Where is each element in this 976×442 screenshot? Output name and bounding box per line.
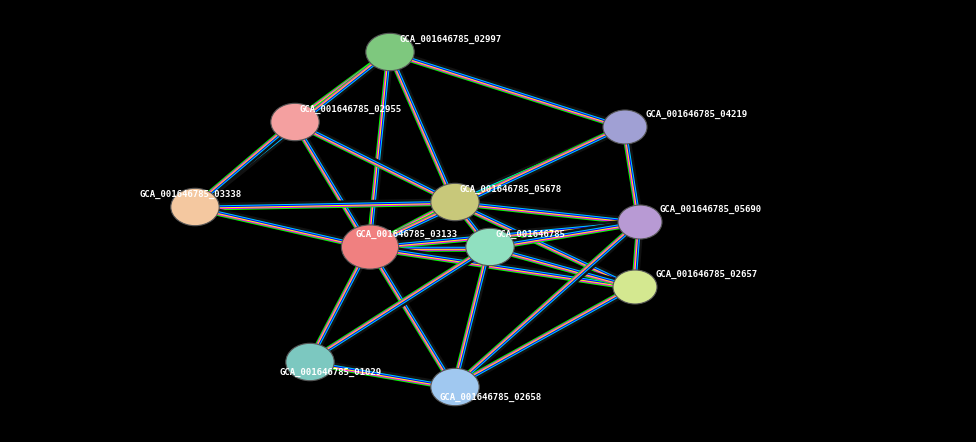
Ellipse shape	[430, 183, 479, 221]
Text: GCA_001646785_02658: GCA_001646785_02658	[440, 393, 542, 402]
Text: GCA_001646785_01029: GCA_001646785_01029	[280, 368, 383, 377]
Ellipse shape	[366, 33, 414, 71]
Text: GCA_001646785_04219: GCA_001646785_04219	[645, 110, 747, 119]
Ellipse shape	[270, 103, 319, 141]
Ellipse shape	[430, 368, 479, 406]
Ellipse shape	[286, 343, 334, 381]
Text: GCA_001646785_02657: GCA_001646785_02657	[655, 270, 757, 279]
Text: GCA_001646785_05690: GCA_001646785_05690	[660, 205, 762, 214]
Text: GCA_001646785_05678: GCA_001646785_05678	[460, 185, 562, 194]
Ellipse shape	[613, 270, 657, 304]
Text: GCA_001646785_03133: GCA_001646785_03133	[355, 230, 457, 239]
Ellipse shape	[342, 225, 398, 269]
Text: GCA_001646785: GCA_001646785	[495, 230, 565, 239]
Ellipse shape	[603, 110, 647, 144]
Text: GCA_001646785_02955: GCA_001646785_02955	[300, 105, 402, 114]
Ellipse shape	[466, 229, 514, 266]
Text: GCA_001646785_02997: GCA_001646785_02997	[400, 35, 502, 44]
Ellipse shape	[618, 205, 662, 239]
Text: GCA_001646785_03338: GCA_001646785_03338	[140, 190, 242, 199]
Ellipse shape	[171, 188, 220, 226]
